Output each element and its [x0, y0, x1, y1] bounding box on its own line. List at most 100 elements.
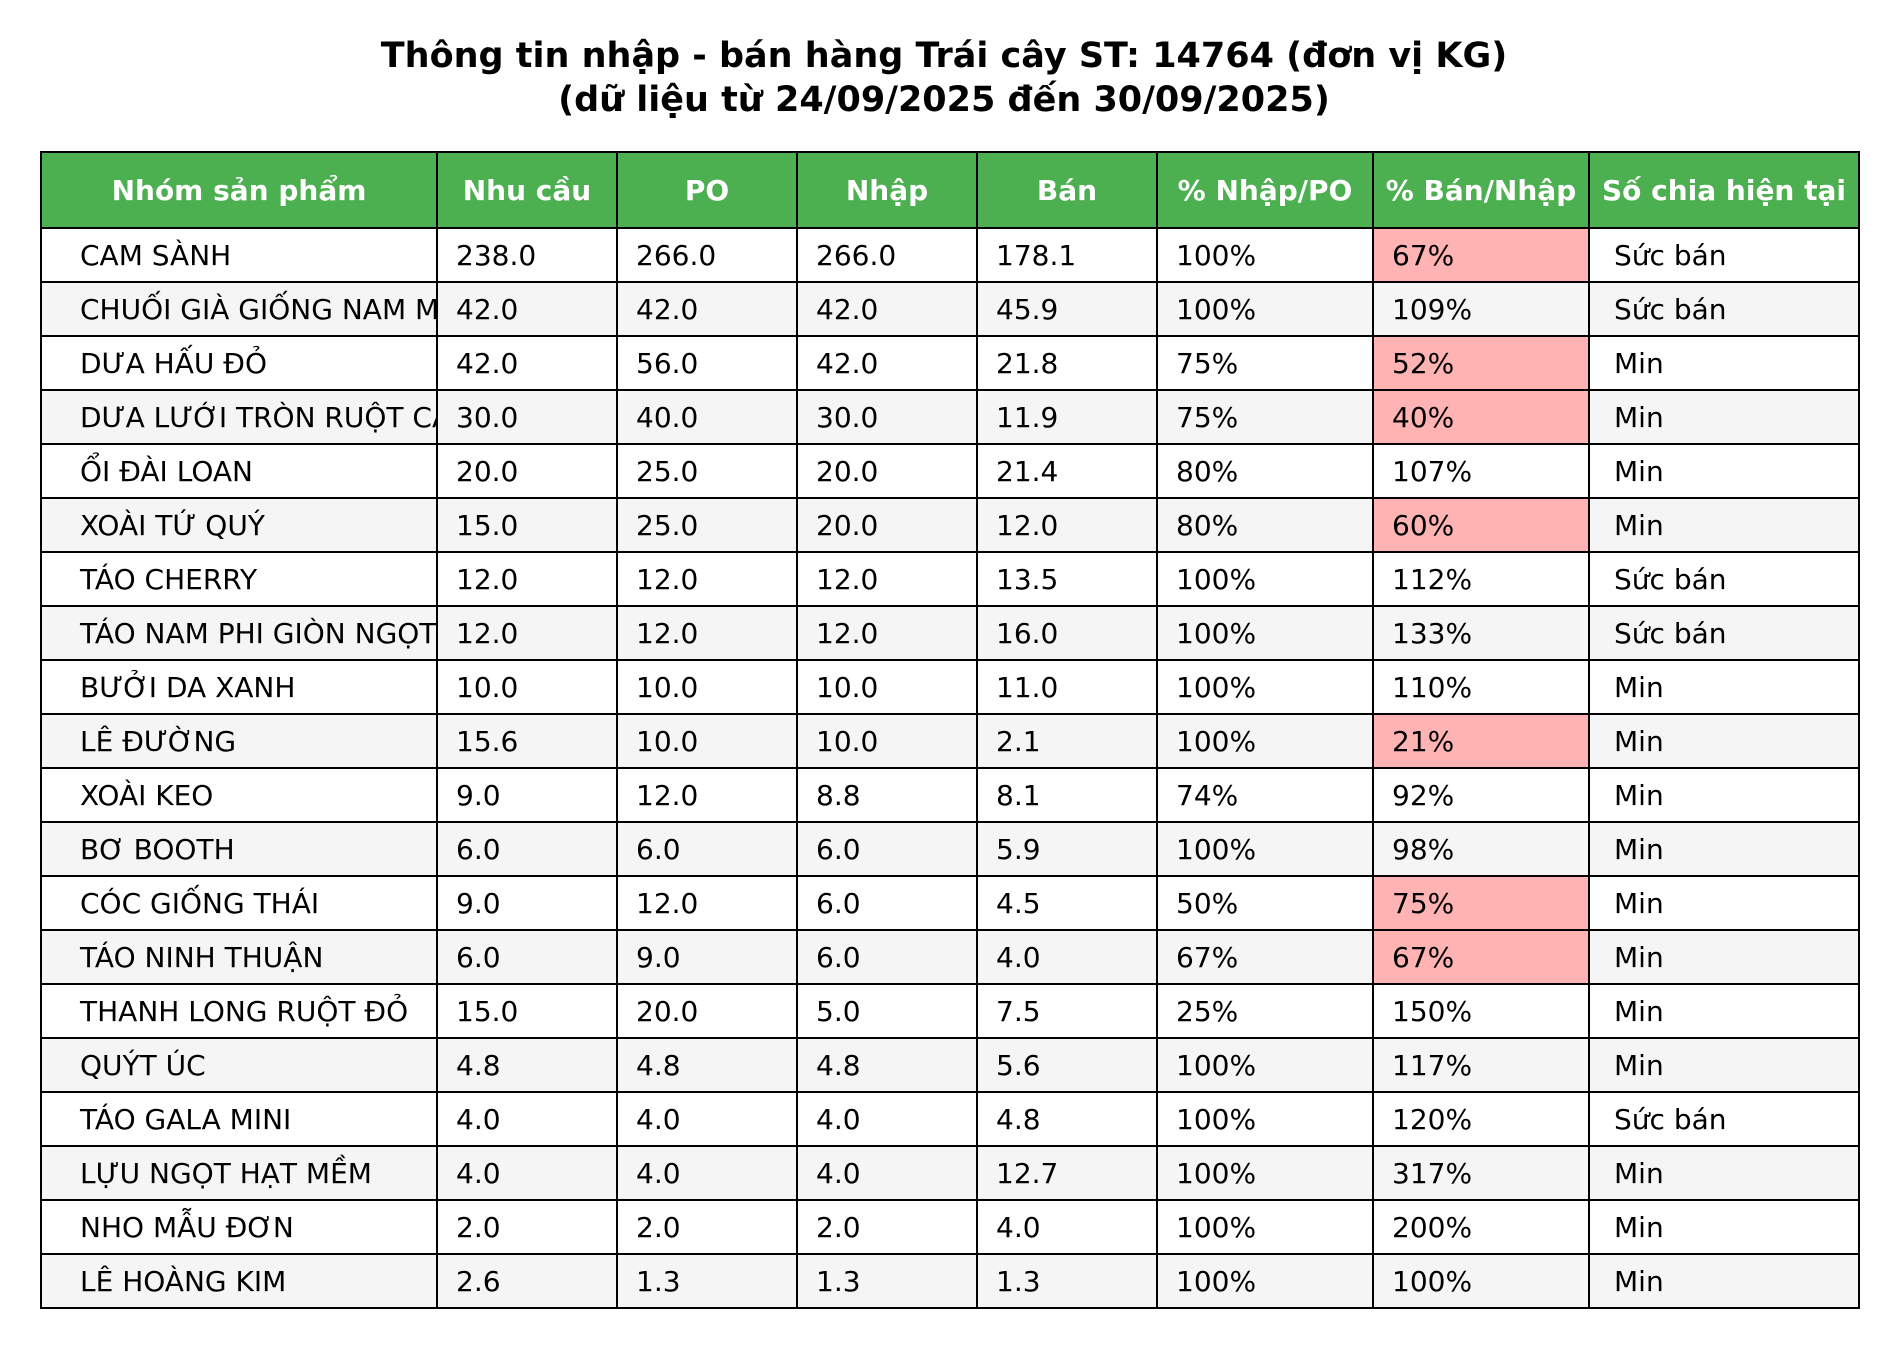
table-cell: Min	[1588, 875, 1860, 931]
table-cell: 133%	[1372, 605, 1590, 661]
table-cell: Sức bán	[1588, 605, 1860, 661]
table-cell: 7.5	[976, 983, 1158, 1039]
table-cell: 12.7	[976, 1145, 1158, 1201]
table-cell: 2.1	[976, 713, 1158, 769]
table-cell: 100%	[1156, 659, 1374, 715]
table-cell: 200%	[1372, 1199, 1590, 1255]
table-cell: Sức bán	[1588, 551, 1860, 607]
table-cell: Min	[1588, 335, 1860, 391]
table-cell: 110%	[1372, 659, 1590, 715]
table-cell: 40.0	[616, 389, 798, 445]
table-cell: Min	[1588, 929, 1860, 985]
table-row: TÁO NINH THUẬN 6.0 9.0 6.0 4.0 67% 67% Min	[40, 929, 1860, 985]
table-cell: 4.0	[436, 1091, 618, 1147]
table-cell: Min	[1588, 821, 1860, 877]
table-cell: 42.0	[436, 281, 618, 337]
table-cell: DƯA LƯỚI TRÒN RUỘT CA	[40, 389, 438, 445]
header-cell: Nhu cầu	[436, 151, 618, 229]
table-cell: 67%	[1372, 929, 1590, 985]
table-cell: 42.0	[796, 335, 978, 391]
table-cell: 10.0	[796, 713, 978, 769]
data-table: Nhóm sản phẩm Nhu cầu PO Nhập Bán % Nhập…	[40, 151, 1860, 1309]
table-row: BƯỞI DA XANH 10.0 10.0 10.0 11.0 100% 110% Min	[40, 659, 1860, 715]
table-cell: 12.0	[436, 551, 618, 607]
table-cell: CAM SÀNH	[40, 227, 438, 283]
table-cell: 42.0	[436, 335, 618, 391]
table-cell: 100%	[1156, 821, 1374, 877]
table-row: LỰU NGỌT HẠT MỀM 4.0 4.0 4.0 12.7 100% 317% Min	[40, 1145, 1860, 1201]
table-cell: 42.0	[616, 281, 798, 337]
table-cell: 10.0	[616, 713, 798, 769]
table-cell: 30.0	[436, 389, 618, 445]
table-row: DƯA HẤU ĐỎ 42.0 56.0 42.0 21.8 75% 52% Min	[40, 335, 1860, 391]
table-cell: 20.0	[796, 497, 978, 553]
table-cell: CHUỐI GIÀ GIỐNG NAM M	[40, 281, 438, 337]
table-cell: 100%	[1156, 227, 1374, 283]
table-cell: 178.1	[976, 227, 1158, 283]
table-cell: 11.0	[976, 659, 1158, 715]
table-cell: 6.0	[616, 821, 798, 877]
table-cell: CÓC GIỐNG THÁI	[40, 875, 438, 931]
table-cell: 317%	[1372, 1145, 1590, 1201]
table-cell: Sức bán	[1588, 281, 1860, 337]
table-cell: 12.0	[616, 875, 798, 931]
table-cell: 15.0	[436, 497, 618, 553]
table-row: THANH LONG RUỘT ĐỎ 15.0 20.0 5.0 7.5 25% 150% M…	[40, 983, 1860, 1039]
table-cell: QUÝT ÚC	[40, 1037, 438, 1093]
table-row: CHUỐI GIÀ GIỐNG NAM M 42.0 42.0 42.0 45.9 100…	[40, 281, 1860, 337]
table-cell: 25%	[1156, 983, 1374, 1039]
table-cell: TÁO NINH THUẬN	[40, 929, 438, 985]
table-cell: Min	[1588, 713, 1860, 769]
table-cell: 12.0	[436, 605, 618, 661]
table-row: NHO MẪU ĐƠN 2.0 2.0 2.0 4.0 100% 200% Min	[40, 1199, 1860, 1255]
table-cell: 120%	[1372, 1091, 1590, 1147]
table-row: XOÀI KEO 9.0 12.0 8.8 8.1 74% 92% Min	[40, 767, 1860, 823]
table-row: DƯA LƯỚI TRÒN RUỘT CA 30.0 40.0 30.0 11.9 75%…	[40, 389, 1860, 445]
table-cell: 1.3	[976, 1253, 1158, 1309]
table-cell: 4.0	[616, 1091, 798, 1147]
table-cell: 6.0	[436, 929, 618, 985]
table-cell: Sức bán	[1588, 1091, 1860, 1147]
table-cell: 8.1	[976, 767, 1158, 823]
table-row: LÊ ĐƯỜNG 15.6 10.0 10.0 2.1 100% 21% Min	[40, 713, 1860, 769]
header-cell: Số chia hiện tại	[1588, 151, 1860, 229]
table-cell: Min	[1588, 389, 1860, 445]
table-cell: NHO MẪU ĐƠN	[40, 1199, 438, 1255]
table-cell: LÊ HOÀNG KIM	[40, 1253, 438, 1309]
table-cell: 60%	[1372, 497, 1590, 553]
table-cell: TÁO GALA MINI	[40, 1091, 438, 1147]
table-cell: 15.0	[436, 983, 618, 1039]
table-cell: Min	[1588, 767, 1860, 823]
table-cell: 75%	[1156, 335, 1374, 391]
table-row: CÓC GIỐNG THÁI 9.0 12.0 6.0 4.5 50% 75% Min	[40, 875, 1860, 931]
header-cell: PO	[616, 151, 798, 229]
table-cell: 15.6	[436, 713, 618, 769]
table-cell: 30.0	[796, 389, 978, 445]
table-cell: 100%	[1156, 1145, 1374, 1201]
table-cell: Min	[1588, 1199, 1860, 1255]
table-cell: 80%	[1156, 497, 1374, 553]
header-cell: Nhóm sản phẩm	[40, 151, 438, 229]
table-cell: 12.0	[616, 551, 798, 607]
table-cell: Min	[1588, 1253, 1860, 1309]
table-cell: 12.0	[976, 497, 1158, 553]
header-cell: Nhập	[796, 151, 978, 229]
header-row: Nhóm sản phẩm Nhu cầu PO Nhập Bán % Nhập…	[40, 151, 1860, 229]
table-cell: 45.9	[976, 281, 1158, 337]
table-cell: THANH LONG RUỘT ĐỎ	[40, 983, 438, 1039]
table-cell: 21.4	[976, 443, 1158, 499]
table-cell: LỰU NGỌT HẠT MỀM	[40, 1145, 438, 1201]
table-row: CAM SÀNH 238.0 266.0 266.0 178.1 100% 67% Sức b…	[40, 227, 1860, 283]
table-cell: 52%	[1372, 335, 1590, 391]
table-cell: 100%	[1156, 605, 1374, 661]
table-cell: 100%	[1156, 551, 1374, 607]
table-cell: BƠ BOOTH	[40, 821, 438, 877]
header-cell: Bán	[976, 151, 1158, 229]
table-cell: 100%	[1156, 1037, 1374, 1093]
table-cell: 4.0	[976, 929, 1158, 985]
table-cell: 21%	[1372, 713, 1590, 769]
table-cell: TÁO NAM PHI GIÒN NGỌT	[40, 605, 438, 661]
table-cell: 2.0	[796, 1199, 978, 1255]
table-cell: 80%	[1156, 443, 1374, 499]
table-cell: XOÀI TỨ QUÝ	[40, 497, 438, 553]
